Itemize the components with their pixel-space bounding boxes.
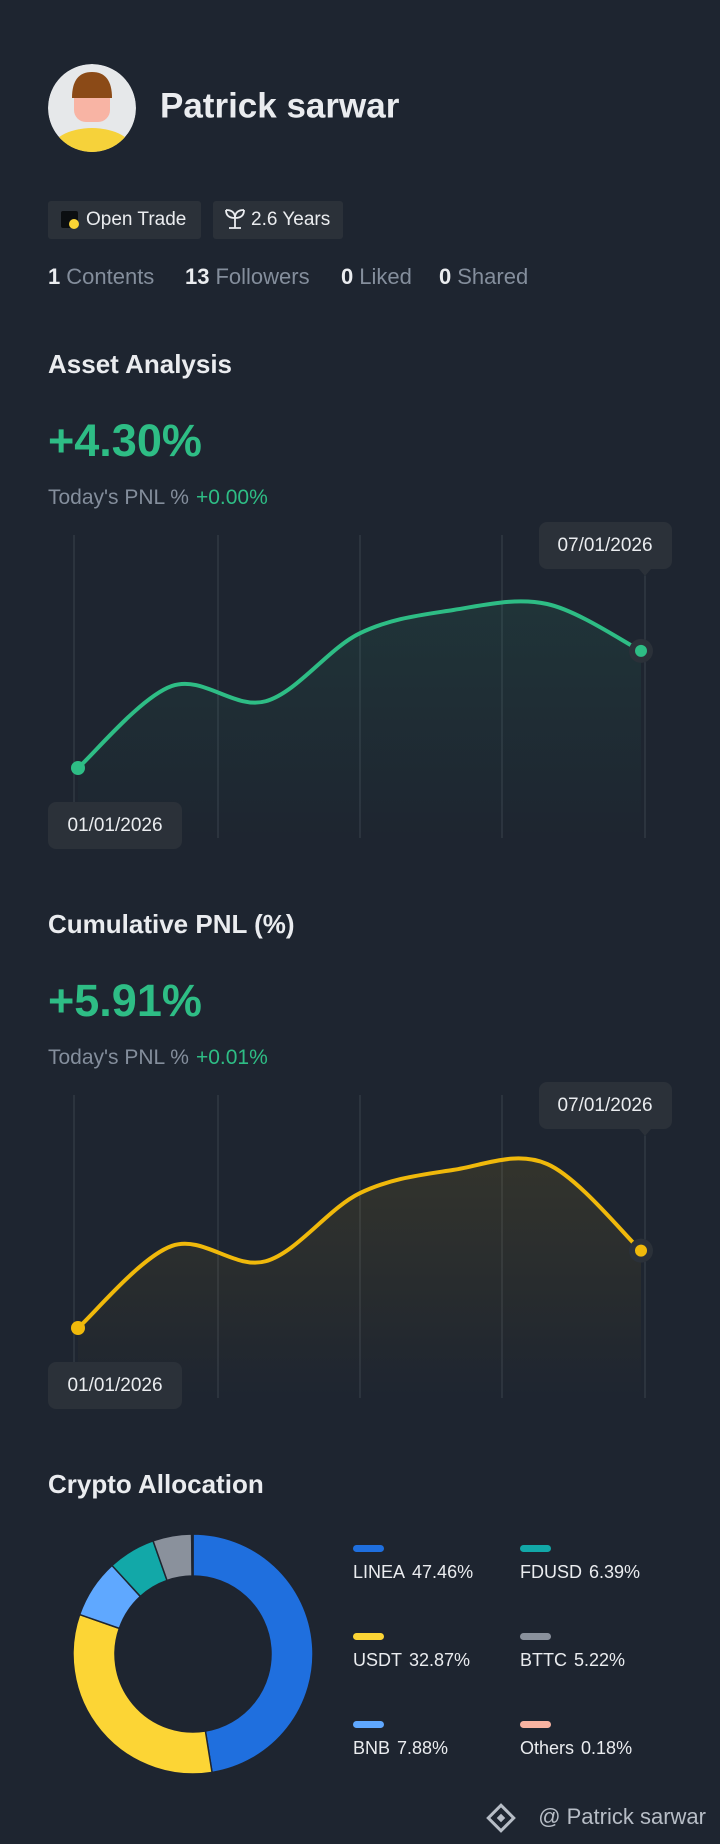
section-title: Cumulative PNL (%) bbox=[48, 909, 295, 939]
line bbox=[76, 599, 643, 770]
date-tag bbox=[48, 802, 182, 849]
legend-swatch bbox=[353, 1545, 384, 1552]
section-title: Crypto Allocation bbox=[48, 1469, 264, 1499]
start-date: 01/01/2026 bbox=[67, 1375, 162, 1396]
end-date: 07/01/2026 bbox=[557, 1095, 652, 1116]
legend-name: FDUSD bbox=[520, 1562, 582, 1582]
start-point bbox=[71, 761, 85, 775]
legend-entry: BTTC 5.22% bbox=[520, 1650, 625, 1670]
end-point bbox=[635, 1244, 647, 1257]
donut-slice bbox=[192, 1533, 314, 1774]
date-tag bbox=[539, 522, 672, 569]
area bbox=[78, 1158, 641, 1398]
legend-name: USDT bbox=[353, 1650, 402, 1670]
badge-label: Open Trade bbox=[86, 209, 186, 230]
legend-value: 32.87% bbox=[409, 1650, 470, 1670]
stat-label: Liked bbox=[359, 264, 412, 289]
date-tag-pointer bbox=[639, 569, 651, 576]
today-label: Today's PNL % bbox=[48, 486, 189, 509]
date-tag bbox=[48, 1362, 182, 1409]
legend-name: Others bbox=[520, 1738, 574, 1758]
stat: 1 Contents bbox=[48, 264, 154, 289]
legend-name: LINEA bbox=[353, 1562, 405, 1582]
stat: 13 Followers bbox=[185, 264, 310, 289]
headline-value: +4.30% bbox=[48, 415, 202, 466]
legend-value: 6.39% bbox=[589, 1562, 640, 1582]
legend-swatch bbox=[520, 1545, 551, 1552]
end-point bbox=[635, 644, 647, 657]
legend-entry: Others 0.18% bbox=[520, 1738, 632, 1758]
today-pnl: Today's PNL % +0.01% bbox=[48, 1046, 268, 1069]
stats: 1 Contents 13 Followers 0 Liked 0 Shared bbox=[48, 264, 528, 289]
stat: 0 Liked bbox=[341, 264, 412, 289]
stat-label: Shared bbox=[457, 264, 528, 289]
stat-value: 0 bbox=[341, 264, 353, 289]
stat-label: Followers bbox=[215, 264, 309, 289]
legend-swatch bbox=[520, 1721, 551, 1728]
cumulative-pnl: Cumulative PNL (%) +5.91% Today's PNL % +0.… bbox=[48, 909, 672, 1409]
today-pnl: Today's PNL % +0.00% bbox=[48, 486, 268, 509]
today-label: Today's PNL % bbox=[48, 1046, 189, 1069]
legend-name: BTTC bbox=[520, 1650, 567, 1670]
area bbox=[78, 601, 641, 838]
stat-value: 13 bbox=[185, 264, 209, 289]
legend-entry: BNB 7.88% bbox=[353, 1738, 448, 1758]
avatar bbox=[48, 64, 136, 152]
date-tag bbox=[539, 1082, 672, 1129]
user-name: Patrick sarwar bbox=[160, 86, 400, 125]
legend-swatch bbox=[520, 1633, 551, 1640]
stat-value: 0 bbox=[439, 264, 451, 289]
asset-analysis: Asset Analysis +4.30% Today's PNL % +0.00% 0… bbox=[48, 349, 672, 849]
legend-entry: USDT 32.87% bbox=[353, 1650, 470, 1670]
legend-entry: FDUSD 6.39% bbox=[520, 1562, 640, 1582]
legend-swatch bbox=[353, 1721, 384, 1728]
start-point bbox=[71, 1321, 85, 1335]
legend-value: 5.22% bbox=[574, 1650, 625, 1670]
start-date: 01/01/2026 bbox=[67, 815, 162, 836]
legend-entry: LINEA 47.46% bbox=[353, 1562, 473, 1582]
badge-label: 2.6 Years bbox=[251, 209, 330, 230]
headline-value: +5.91% bbox=[48, 975, 202, 1026]
line bbox=[76, 1156, 643, 1330]
years-icon bbox=[225, 209, 245, 229]
badge bbox=[213, 201, 343, 239]
legend-value: 7.88% bbox=[397, 1738, 448, 1758]
donut-chart: LINEA 47.46% USDT 32.87% BNB 7.88% FDUSD 6.39% B… bbox=[72, 1533, 640, 1775]
section-title: Asset Analysis bbox=[48, 349, 232, 379]
legend-value: 47.46% bbox=[412, 1562, 473, 1582]
legend-name: BNB bbox=[353, 1738, 390, 1758]
stat-value: 1 bbox=[48, 264, 60, 289]
badge bbox=[48, 201, 201, 239]
end-date: 07/01/2026 bbox=[557, 535, 652, 556]
trade-icon-check bbox=[69, 219, 79, 229]
stat-label: Contents bbox=[66, 264, 154, 289]
legend-value: 0.18% bbox=[581, 1738, 632, 1758]
today-value: +0.00% bbox=[196, 486, 268, 509]
donut-slice bbox=[72, 1613, 213, 1775]
legend-swatch bbox=[353, 1633, 384, 1640]
footer-watermark: @ Patrick sarwar bbox=[538, 1804, 706, 1829]
today-value: +0.01% bbox=[196, 1046, 268, 1069]
stat: 0 Shared bbox=[439, 264, 528, 289]
date-tag-pointer bbox=[639, 1129, 651, 1136]
donut-slice bbox=[190, 1533, 194, 1577]
